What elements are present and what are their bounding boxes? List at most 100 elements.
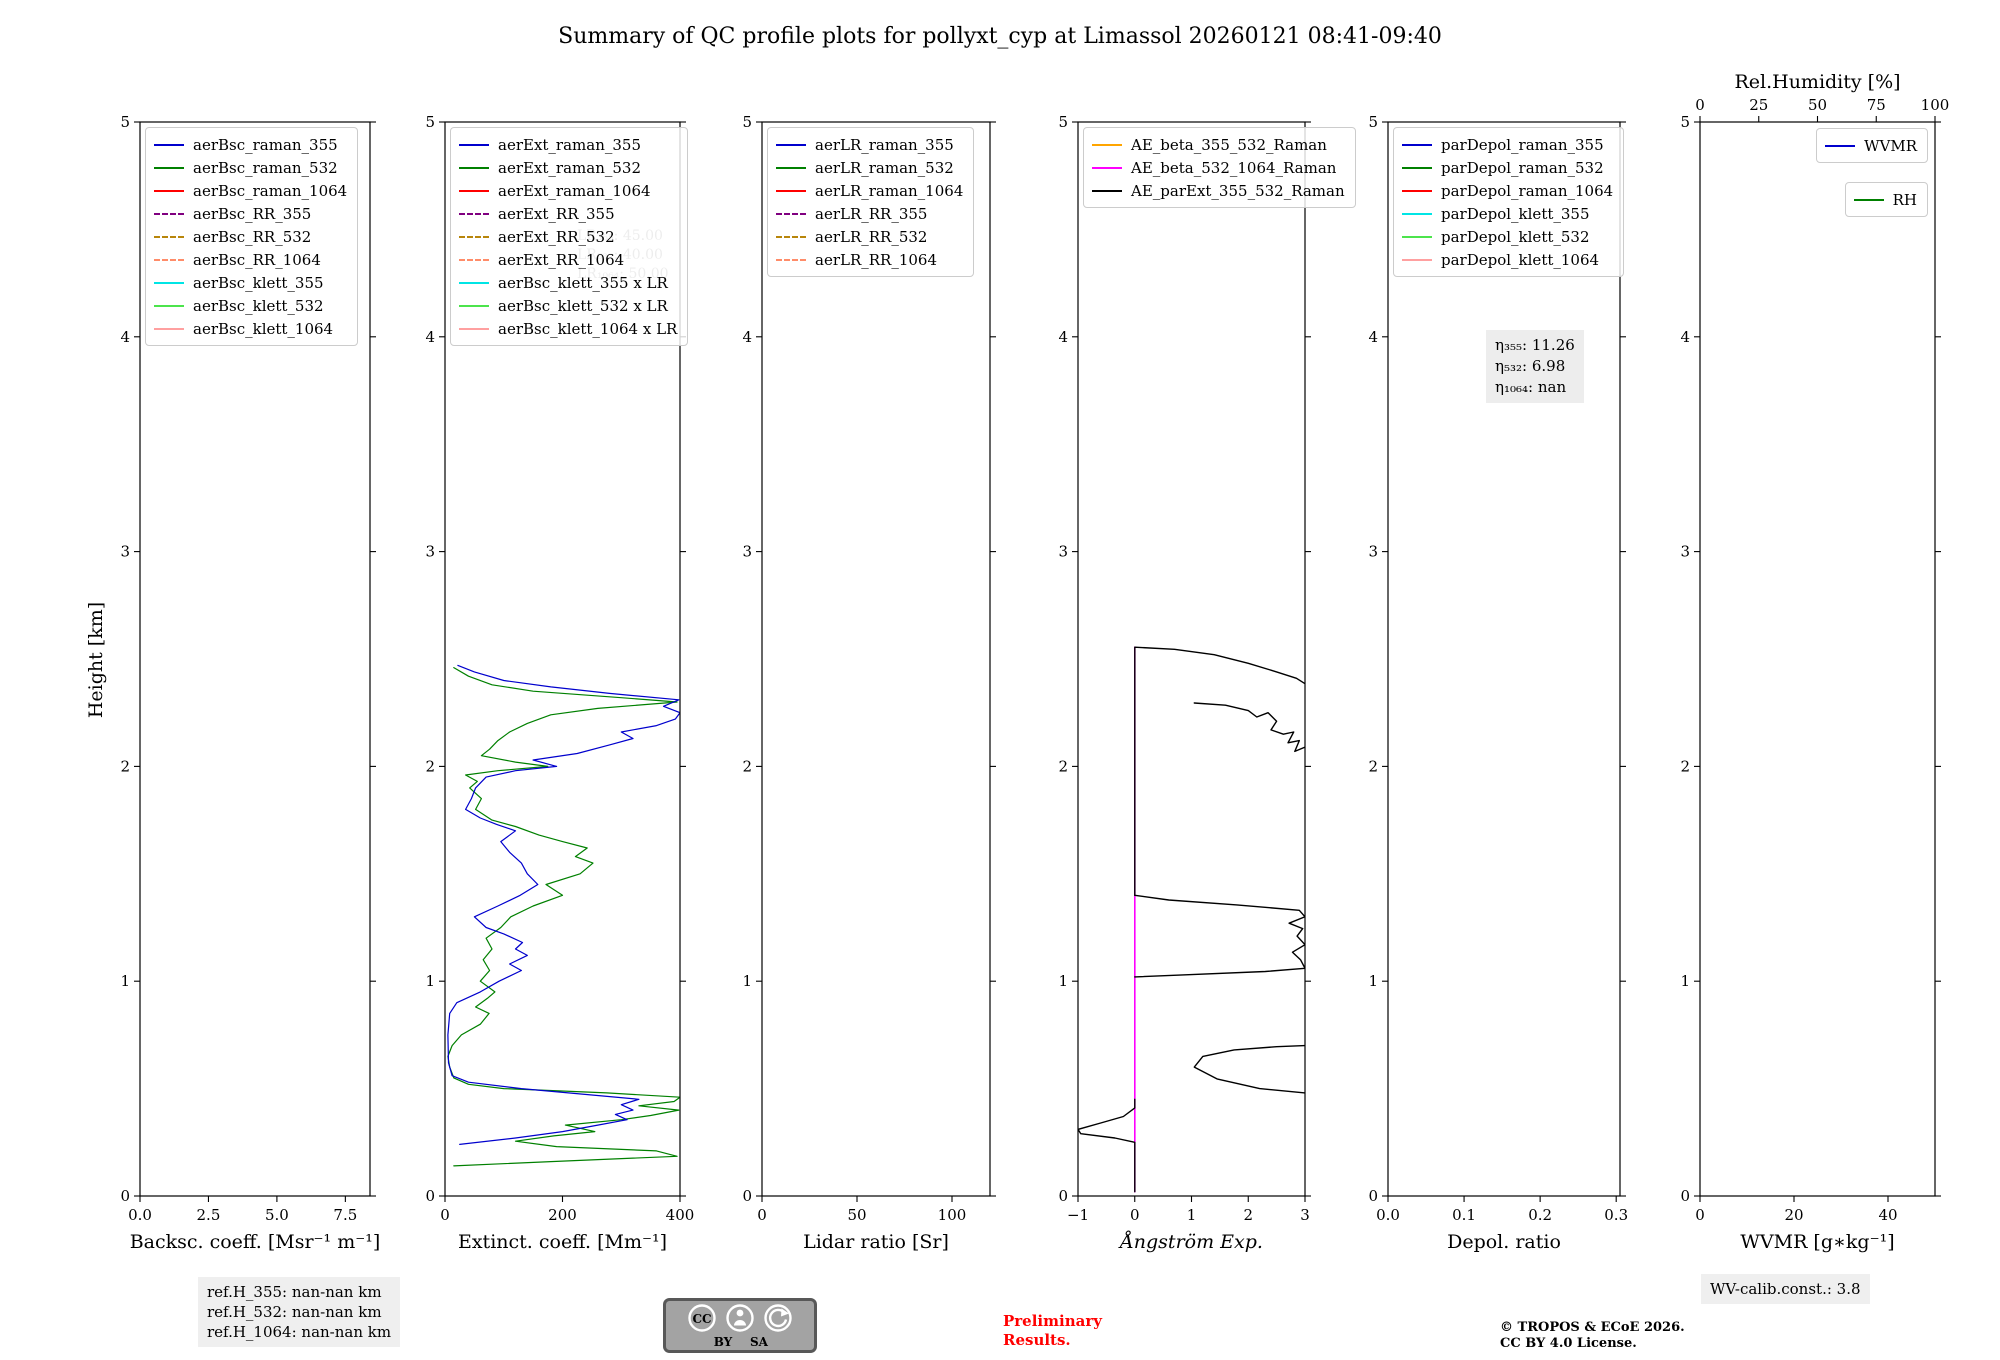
legend-line-swatch bbox=[1092, 189, 1122, 192]
copyright-line-1: © TROPOS & ECoE 2026. bbox=[1500, 1320, 1685, 1335]
svg-text:1: 1 bbox=[425, 972, 435, 990]
legend-label: parDepol_klett_355 bbox=[1441, 204, 1590, 223]
legend-label: aerExt_raman_532 bbox=[498, 158, 641, 177]
ref-h-1064-text: ref.H_1064: nan-nan km bbox=[207, 1323, 392, 1341]
svg-text:WVMR [g∗kg⁻¹]: WVMR [g∗kg⁻¹] bbox=[1740, 1231, 1894, 1253]
svg-text:25: 25 bbox=[1749, 96, 1768, 114]
legend-label: aerLR_RR_532 bbox=[815, 227, 928, 246]
legend-line-swatch bbox=[776, 166, 806, 169]
copyright-note: © TROPOS & ECoE 2026. CC BY 4.0 License. bbox=[1500, 1320, 1685, 1352]
legend-item: parDepol_raman_355 bbox=[1402, 133, 1613, 156]
legend-label: AE_parExt_355_532_Raman bbox=[1131, 181, 1345, 200]
annotation-line: η₃₅₅: 11.26 bbox=[1495, 336, 1575, 354]
cc-by-sa-badge-icon: CC BY SA bbox=[663, 1298, 817, 1353]
cc-circle-icon bbox=[688, 1304, 716, 1332]
legend-line-swatch bbox=[459, 143, 489, 146]
legend-line-swatch bbox=[154, 166, 184, 169]
legend-label: aerBsc_klett_1064 bbox=[193, 319, 334, 338]
legend-item: aerLR_RR_532 bbox=[776, 225, 963, 248]
svg-text:2: 2 bbox=[120, 757, 130, 775]
legend-label: parDepol_klett_532 bbox=[1441, 227, 1590, 246]
attribution-person-icon bbox=[726, 1304, 754, 1332]
legend-item: parDepol_raman_1064 bbox=[1402, 179, 1613, 202]
legend-wvmr: WVMR bbox=[1816, 128, 1928, 163]
svg-text:0: 0 bbox=[440, 1206, 450, 1224]
legend-label: aerExt_RR_1064 bbox=[498, 250, 625, 269]
legend-item: aerBsc_raman_532 bbox=[154, 156, 347, 179]
ref-h-532-text: ref.H_532: nan-nan km bbox=[207, 1303, 382, 1321]
legend-item: aerBsc_RR_355 bbox=[154, 202, 347, 225]
preliminary-line-1: Preliminary bbox=[1003, 1312, 1102, 1330]
svg-text:0: 0 bbox=[757, 1206, 767, 1224]
svg-text:Backsc. coeff. [Msr⁻¹ m⁻¹]: Backsc. coeff. [Msr⁻¹ m⁻¹] bbox=[130, 1231, 381, 1253]
legend-item: aerLR_raman_1064 bbox=[776, 179, 963, 202]
legend-label: AE_beta_532_1064_Raman bbox=[1131, 158, 1337, 177]
legend-label: aerExt_raman_355 bbox=[498, 135, 641, 154]
svg-text:5: 5 bbox=[1368, 113, 1378, 131]
legend-label: aerExt_raman_1064 bbox=[498, 181, 651, 200]
legend-label: aerBsc_raman_355 bbox=[193, 135, 338, 154]
legend-item: aerBsc_RR_1064 bbox=[154, 248, 347, 271]
svg-text:1: 1 bbox=[1058, 972, 1068, 990]
legend-line-swatch bbox=[776, 235, 806, 238]
legend-line-swatch bbox=[776, 189, 806, 192]
svg-text:2: 2 bbox=[425, 757, 435, 775]
legend-item: aerBsc_RR_532 bbox=[154, 225, 347, 248]
legend-item: aerBsc_klett_1064 x LR bbox=[459, 317, 677, 340]
svg-text:1: 1 bbox=[120, 972, 130, 990]
svg-text:Rel.Humidity [%]: Rel.Humidity [%] bbox=[1734, 71, 1900, 93]
legend-label: parDepol_raman_532 bbox=[1441, 158, 1604, 177]
legend-item: aerBsc_raman_1064 bbox=[154, 179, 347, 202]
svg-text:0: 0 bbox=[1130, 1206, 1140, 1224]
legend-label: WVMR bbox=[1864, 136, 1917, 155]
legend-item: aerBsc_raman_355 bbox=[154, 133, 347, 156]
legend-item: parDepol_raman_532 bbox=[1402, 156, 1613, 179]
panel-extinction: 0 1 2 3 4 5 0 200 400 Extinct. coeff. [Mm⁻¹] bbox=[425, 113, 694, 1253]
legend-angstrom_exp: AE_beta_355_532_Raman AE_beta_532_1064_Ra… bbox=[1083, 127, 1356, 208]
legend-backscatter: aerBsc_raman_355 aerBsc_raman_532 aerBsc_r… bbox=[145, 127, 359, 346]
series-extinction bbox=[447, 664, 680, 1167]
svg-text:2: 2 bbox=[1243, 1206, 1253, 1224]
svg-text:Lidar ratio [Sr]: Lidar ratio [Sr] bbox=[803, 1231, 949, 1253]
legend-line-swatch bbox=[1402, 143, 1432, 146]
svg-text:Ångström Exp.: Ångström Exp. bbox=[1118, 1231, 1263, 1253]
legend-item: aerExt_raman_355 bbox=[459, 133, 677, 156]
svg-text:3: 3 bbox=[1680, 543, 1690, 561]
legend-line-swatch bbox=[1402, 258, 1432, 261]
svg-text:40: 40 bbox=[1878, 1206, 1897, 1224]
legend-label: aerBsc_RR_1064 bbox=[193, 250, 321, 269]
svg-text:4: 4 bbox=[742, 328, 752, 346]
legend-label: parDepol_raman_1064 bbox=[1441, 181, 1614, 200]
legend-label: aerBsc_RR_532 bbox=[193, 227, 312, 246]
panel-backscatter: 0 1 2 3 4 5 0.0 2.5 5.0 7.5 Backsc. coeff. [Msr⁻¹ … bbox=[120, 113, 380, 1253]
annotation-line: η₅₃₂: 6.98 bbox=[1495, 357, 1566, 375]
legend-line-swatch bbox=[154, 281, 184, 284]
legend-label: aerBsc_raman_1064 bbox=[193, 181, 348, 200]
svg-text:50: 50 bbox=[847, 1206, 866, 1224]
wv-calib-note: WV-calib.const.: 3.8 bbox=[1701, 1274, 1870, 1304]
svg-text:0.0: 0.0 bbox=[128, 1206, 152, 1224]
svg-text:−1: −1 bbox=[1067, 1206, 1089, 1224]
svg-text:4: 4 bbox=[425, 328, 435, 346]
legend-wvmr-2: RH bbox=[1844, 182, 1928, 217]
svg-text:1: 1 bbox=[1368, 972, 1378, 990]
figure-title: Summary of QC profile plots for pollyxt_… bbox=[558, 24, 1442, 49]
legend-line-swatch bbox=[154, 327, 184, 330]
svg-text:3: 3 bbox=[425, 543, 435, 561]
legend-label: aerLR_RR_355 bbox=[815, 204, 928, 223]
svg-text:3: 3 bbox=[1058, 543, 1068, 561]
cc-sa-text: SA bbox=[750, 1335, 769, 1349]
legend-label: AE_beta_355_532_Raman bbox=[1131, 135, 1327, 154]
legend-line-swatch bbox=[154, 235, 184, 238]
svg-text:2: 2 bbox=[1058, 757, 1068, 775]
legend-item: AE_parExt_355_532_Raman bbox=[1092, 179, 1345, 202]
legend-item: aerLR_raman_532 bbox=[776, 156, 963, 179]
preliminary-results-note: Preliminary Results. bbox=[1003, 1312, 1102, 1350]
legend-label: aerBsc_klett_532 x LR bbox=[498, 296, 668, 315]
legend-line-swatch bbox=[154, 143, 184, 146]
legend-line-swatch bbox=[1092, 143, 1122, 146]
svg-text:0.1: 0.1 bbox=[1452, 1206, 1476, 1224]
svg-text:20: 20 bbox=[1784, 1206, 1803, 1224]
